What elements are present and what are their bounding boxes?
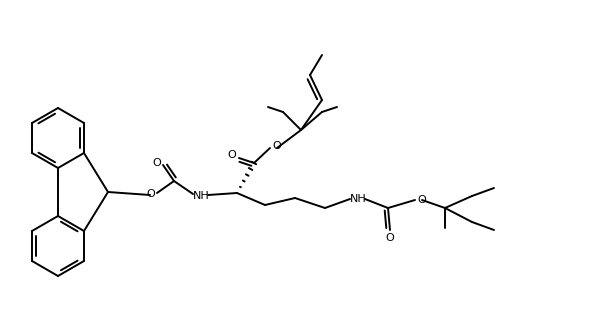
Text: NH: NH — [350, 194, 367, 204]
Text: O: O — [228, 150, 236, 160]
Text: O: O — [147, 189, 155, 199]
Text: O: O — [153, 158, 161, 168]
Text: O: O — [418, 195, 427, 205]
Text: O: O — [385, 233, 395, 243]
Text: O: O — [273, 141, 281, 151]
Text: NH: NH — [193, 191, 210, 201]
